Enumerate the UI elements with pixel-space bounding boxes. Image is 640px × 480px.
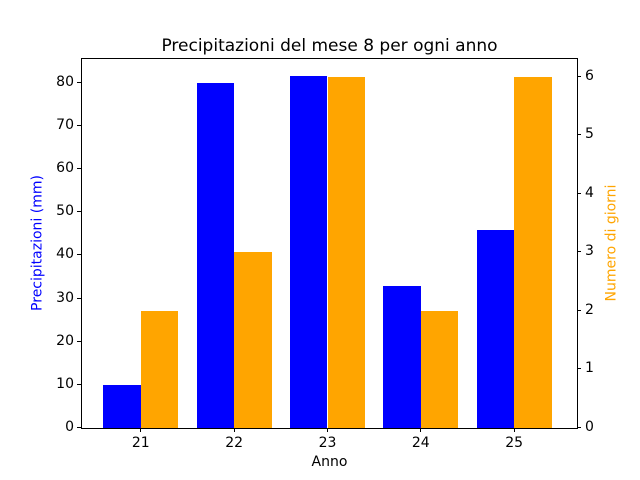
y-right-tick-mark-0 xyxy=(577,427,581,428)
x-tick-mark-24 xyxy=(420,428,422,432)
x-tick-label-22: 22 xyxy=(225,435,244,451)
y-left-tick-mark-10 xyxy=(77,383,81,385)
y-right-tick-mark-5 xyxy=(577,134,581,136)
y-right-tick-label-2: 2 xyxy=(585,301,594,318)
y-left-tick-mark-50 xyxy=(77,211,81,213)
bar-numero-di-giorni-21 xyxy=(140,310,179,428)
y-right-tick-label-3: 3 xyxy=(585,243,594,260)
bar-numero-di-giorni-25 xyxy=(514,76,552,428)
y-left-tick-label-20: 20 xyxy=(56,332,74,349)
bar-precipitazioni-mm--23 xyxy=(290,76,328,428)
y-left-tick-label-40: 40 xyxy=(56,246,74,263)
y-right-tick-label-6: 6 xyxy=(585,67,594,84)
y-left-tick-mark-70 xyxy=(77,124,81,126)
y-right-tick-label-1: 1 xyxy=(585,360,594,377)
bar-precipitazioni-mm--24 xyxy=(383,285,421,428)
y-right-tick-mark-3 xyxy=(577,251,581,253)
bar-numero-di-giorni-23 xyxy=(327,76,365,428)
y-right-tick-mark-4 xyxy=(577,192,581,194)
x-tick-mark-23 xyxy=(327,428,328,432)
y-left-tick-label-70: 70 xyxy=(56,116,74,133)
y-left-tick-mark-60 xyxy=(77,168,81,170)
plot-area xyxy=(81,58,578,429)
y-left-tick-label-10: 10 xyxy=(56,375,74,392)
bar-precipitazioni-mm--25 xyxy=(476,229,515,428)
bar-numero-di-giorni-22 xyxy=(234,252,272,428)
x-tick-label-25: 25 xyxy=(505,435,524,451)
x-tick-label-23: 23 xyxy=(318,435,337,451)
y-left-tick-label-30: 30 xyxy=(56,289,74,306)
right-y-axis-label: Numero di giorni xyxy=(603,184,620,302)
y-left-tick-label-50: 50 xyxy=(56,203,74,220)
bar-numero-di-giorni-24 xyxy=(420,310,459,428)
x-axis-label: Anno xyxy=(311,454,348,470)
x-tick-mark-21 xyxy=(140,428,142,432)
y-left-tick-mark-80 xyxy=(77,81,81,83)
x-tick-label-24: 24 xyxy=(411,435,430,451)
x-tick-mark-22 xyxy=(233,428,235,432)
y-right-tick-mark-1 xyxy=(577,368,581,370)
y-left-tick-label-0: 0 xyxy=(65,419,74,435)
y-right-tick-label-5: 5 xyxy=(585,126,594,143)
y-right-tick-label-0: 0 xyxy=(585,419,594,435)
y-left-tick-mark-30 xyxy=(77,297,81,299)
y-left-tick-label-80: 80 xyxy=(56,73,74,90)
x-tick-label-21: 21 xyxy=(131,435,150,451)
y-right-tick-mark-6 xyxy=(577,75,581,77)
y-right-tick-mark-2 xyxy=(577,309,581,311)
bar-precipitazioni-mm--21 xyxy=(103,384,141,428)
y-left-tick-mark-40 xyxy=(77,254,81,256)
y-left-tick-mark-0 xyxy=(77,427,81,428)
y-left-tick-label-60: 60 xyxy=(56,160,74,177)
y-right-tick-label-4: 4 xyxy=(585,184,594,201)
chart-title: Precipitazioni del mese 8 per ogni anno xyxy=(161,36,498,56)
bar-precipitazioni-mm--22 xyxy=(196,82,235,428)
y-left-tick-mark-20 xyxy=(77,340,81,342)
x-tick-mark-25 xyxy=(513,428,515,432)
